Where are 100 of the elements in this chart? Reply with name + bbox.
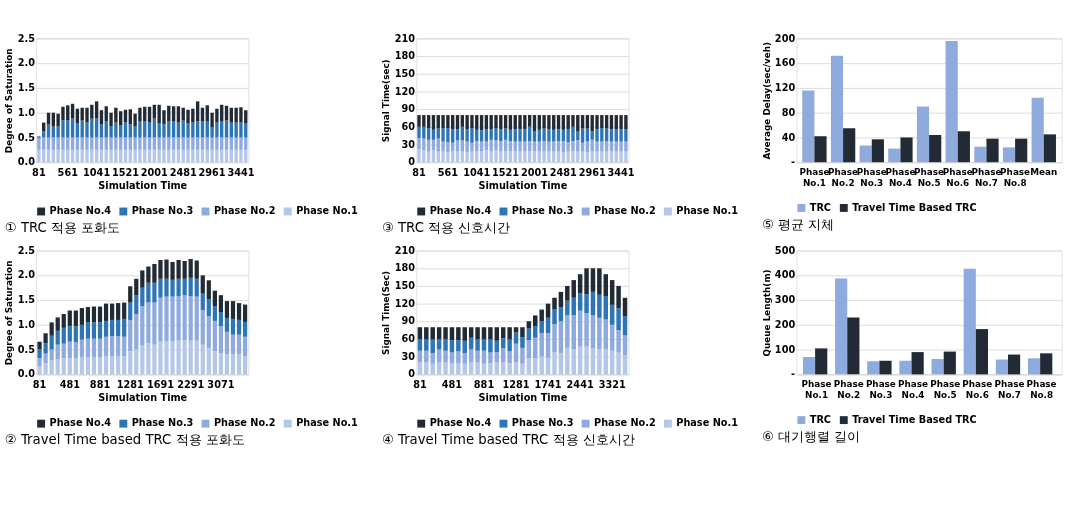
bar [97,322,103,339]
bar [802,90,815,163]
bar [622,335,628,356]
x-tick-label: 3441 [607,166,635,178]
y-tick-label: 2.0 [17,57,36,69]
y-tick-label: 30 [401,350,416,362]
bar [481,327,487,340]
bar [1040,353,1053,375]
bar [580,115,585,129]
bar [975,329,989,375]
bar [91,306,97,323]
bar [488,363,493,375]
y-tick-label: 120 [394,85,416,97]
x-tick-label: 1521 [492,166,520,178]
bar [508,140,513,152]
bar [146,343,151,375]
bar [116,356,121,375]
bar [242,356,248,375]
x-tick-label: 3441 [227,166,255,178]
bar [462,327,468,341]
x-tick-label: 1691 [146,379,175,391]
bar [616,330,621,353]
bar [481,350,487,364]
bar [603,295,609,320]
bar [590,268,596,292]
y-tick-label: 1.5 [17,294,36,306]
bar [500,348,506,363]
bar [475,327,480,340]
bar [929,134,942,163]
bar [152,137,157,150]
y-tick-label: 0 [408,368,416,380]
bar [97,338,103,358]
bar [443,350,448,363]
bar [556,129,561,141]
bar [85,137,89,150]
x-tick-label: 1041 [463,166,491,178]
x-tick-label: 481 [441,379,463,391]
bar [200,275,205,294]
x-tick-label: Phase No.8 [1026,379,1057,400]
bar [146,282,151,303]
bar [552,297,557,310]
legend-label: Phase No.4 [49,205,112,217]
bar [73,310,78,327]
y-tick-label: 2.5 [17,244,36,256]
bar [604,115,609,129]
bar [206,348,211,375]
x-axis-title: Simulation Time [478,392,568,404]
bar [146,302,151,344]
legend-label: Travel Time Based TRC [852,201,977,213]
bar [1031,97,1044,163]
x-tick-label: Phase No.6 [962,379,993,400]
bar [212,290,217,307]
bar [171,106,176,122]
bar [194,278,199,297]
bar [468,327,474,338]
bar [128,286,133,303]
bar [61,358,66,375]
bar [85,322,91,339]
bar [843,128,856,163]
legend-label: Phase No.2 [213,417,276,429]
x-tick-label: 2001 [140,166,169,178]
bar [229,107,234,123]
bar [545,333,551,358]
bar [122,318,127,337]
bar [488,327,493,340]
bar [206,315,211,349]
bar [815,348,828,375]
y-tick-label: 200 [774,32,796,44]
x-tick-label: 1041 [83,166,111,178]
bar [188,296,193,341]
bar [475,350,480,363]
bar [55,344,60,360]
bar [900,137,913,163]
x-tick-label: 481 [59,379,81,391]
bar [118,137,123,150]
bar [200,310,205,345]
bar [580,142,585,152]
bar [140,270,145,288]
x-tick-label: 2961 [578,166,606,178]
text: ⑤ 평균 지체 [762,216,835,232]
bar [176,106,181,123]
bar [97,306,103,323]
bar [61,313,66,328]
bar [49,335,54,350]
x-tick-label: 1281 [116,379,144,391]
bar [109,336,115,357]
bar [51,137,56,150]
bar [995,359,1008,375]
x-tick-label: 3071 [207,379,235,391]
bar [140,306,145,346]
bar [94,137,99,150]
y-axis-title: Signal Time(Sec) [381,270,392,355]
bar [85,357,91,375]
bar [436,327,442,340]
bar [37,137,41,150]
bar [520,327,525,338]
bar [436,339,442,350]
legend-label: Travel Time Based TRC [852,413,977,425]
bar [859,145,872,163]
bar [484,129,489,142]
